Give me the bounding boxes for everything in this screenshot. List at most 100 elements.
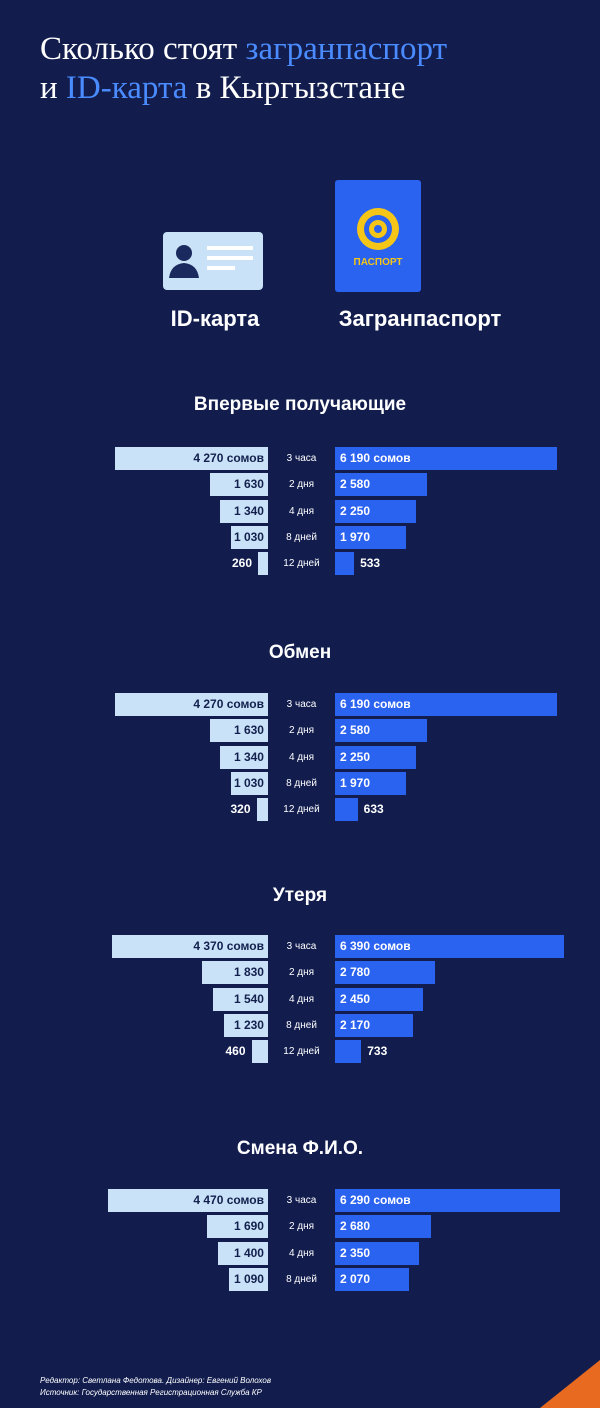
id-card-bar: 1 230 xyxy=(223,1013,268,1037)
duration-label: 8 дней xyxy=(286,777,317,789)
passport-bar: 2 250 xyxy=(335,745,416,769)
passport-bar-label: 2 070 xyxy=(340,1271,371,1286)
passport-bar: 2 780 xyxy=(335,961,435,985)
id-card-bar-label: 1 090 xyxy=(233,1271,264,1286)
passport-bar-label: 2 250 xyxy=(340,749,371,764)
passport-bar: 2 450 xyxy=(335,987,423,1011)
passport-bar: 2 250 xyxy=(335,499,416,523)
page-title: Сколько стоят загранпаспорт и ID-карта в … xyxy=(40,31,448,106)
passport-bar: 733 xyxy=(335,1040,387,1064)
id-card-bar-label: 4 370 сомов xyxy=(193,939,264,953)
duration-label: 8 дней xyxy=(286,1273,317,1285)
duration-label: 2 дня xyxy=(288,967,315,979)
id-card-bar: 1 030 xyxy=(231,771,268,795)
id-card-bar: 1 340 xyxy=(220,499,268,523)
id-card-bar-label: 1 400 xyxy=(233,1245,264,1260)
duration-label: 3 часа xyxy=(286,941,317,952)
passport-bar: 2 580 xyxy=(335,719,428,743)
passport-bar-label: 633 xyxy=(363,802,384,817)
passport-bar-label: 6 290 сомов xyxy=(340,1193,411,1207)
id-card-bar-label: 260 xyxy=(231,556,252,571)
id-card-bar-label: 1 340 xyxy=(233,749,264,764)
id-card-bar-label: 4 470 сомов xyxy=(193,1193,264,1207)
passport-bar: 6 190 сомов xyxy=(335,693,557,716)
id-card-bar-label: 320 xyxy=(230,802,251,817)
duration-label: 12 дней xyxy=(283,1046,320,1058)
footer: Редактор: Светлана Федотова. Дизайнер: Е… xyxy=(40,1375,271,1399)
passport-bar: 2 680 xyxy=(335,1215,431,1239)
passport-bar: 1 970 xyxy=(335,771,406,795)
id-card-bar: 1 690 xyxy=(207,1215,268,1239)
id-card-bar-label: 1 630 xyxy=(233,723,264,738)
source-text: Источник: Государственная Регистрационна… xyxy=(40,1388,262,1397)
passport-bar-label: 6 190 сомов xyxy=(340,697,411,711)
id-card-bar-label: 1 690 xyxy=(233,1219,264,1234)
id-card-bar: 320 xyxy=(231,798,268,822)
passport-bar-label: 6 190 сомов xyxy=(340,451,411,465)
id-card-bar: 4 270 сомов xyxy=(115,693,268,716)
passport-column-label: Загранпаспорт xyxy=(338,306,502,331)
passport-bar: 6 190 сомов xyxy=(335,447,557,470)
id-card-bar-label: 1 030 xyxy=(233,775,264,790)
id-card-bar-label: 1 230 xyxy=(233,1017,264,1032)
passport-bar-label: 2 680 xyxy=(340,1219,371,1234)
duration-label: 3 часа xyxy=(286,1195,317,1206)
id-card-bar: 1 340 xyxy=(220,745,268,769)
passport-bar-label: 2 350 xyxy=(340,1245,371,1260)
passport-bar-label: 2 170 xyxy=(340,1017,371,1032)
passport-bar-label: 733 xyxy=(367,1044,388,1059)
duration-label: 2 дня xyxy=(288,1221,315,1233)
section-title: Утеря xyxy=(272,885,328,906)
id-card-bar-label: 4 270 сомов xyxy=(193,451,264,465)
id-card-icon xyxy=(163,232,263,290)
passport-bar: 633 xyxy=(335,798,384,822)
duration-label: 4 дня xyxy=(288,993,315,1005)
passport-bar-label: 2 450 xyxy=(340,991,371,1006)
passport-bar-label: 533 xyxy=(360,556,381,571)
passport-bar-label: 2 580 xyxy=(340,723,371,738)
id-card-bar: 1 630 xyxy=(209,473,268,497)
id-card-bar: 4 270 сомов xyxy=(115,447,268,470)
sputnik-logo xyxy=(540,1360,600,1408)
id-card-bar: 4 370 сомов xyxy=(111,935,268,958)
id-card-bar-label: 1 030 xyxy=(233,529,264,544)
duration-label: 4 дня xyxy=(288,751,315,763)
id-card-bar: 1 540 xyxy=(212,987,268,1011)
passport-bar: 2 070 xyxy=(335,1267,410,1291)
duration-label: 8 дней xyxy=(286,531,317,543)
duration-label: 3 часа xyxy=(286,453,317,464)
passport-bar: 2 350 xyxy=(335,1241,420,1265)
id-card-bar-label: 1 630 xyxy=(233,477,264,492)
id-card-bar: 1 400 xyxy=(217,1241,268,1265)
id-card-column-label: ID-карта xyxy=(170,306,260,331)
passport-bar: 2 170 xyxy=(335,1013,413,1037)
duration-label: 8 дней xyxy=(286,1019,317,1031)
id-card-bar-label: 1 540 xyxy=(233,991,264,1006)
duration-label: 4 дня xyxy=(288,1247,315,1259)
duration-label: 12 дней xyxy=(283,558,320,570)
passport-bar: 1 970 xyxy=(335,525,406,549)
id-card-bar: 460 xyxy=(226,1040,268,1064)
id-card-bar: 1 090 xyxy=(228,1267,268,1291)
credits-text: Редактор: Светлана Федотова. Дизайнер: Е… xyxy=(40,1376,272,1385)
id-card-bar: 1 830 xyxy=(202,961,268,985)
id-card-bar: 1 630 xyxy=(209,719,268,743)
id-card-bar-label: 460 xyxy=(225,1044,246,1059)
passport-label: ПАСПОРТ xyxy=(354,257,403,268)
passport-bar-label: 6 390 сомов xyxy=(340,939,411,953)
passport-bar: 6 290 сомов xyxy=(335,1189,561,1212)
duration-label: 4 дня xyxy=(288,505,315,517)
passport-bar-label: 2 780 xyxy=(340,965,371,980)
passport-bar: 2 580 xyxy=(335,473,428,497)
id-card-bar-label: 1 830 xyxy=(233,965,264,980)
section-title: Смена Ф.И.О. xyxy=(236,1138,364,1159)
id-card-bar: 1 030 xyxy=(231,525,268,549)
duration-label: 12 дней xyxy=(283,804,320,816)
passport-bar: 533 xyxy=(335,552,380,576)
passport-bar: 6 390 сомов xyxy=(335,935,564,958)
passport-bar-label: 1 970 xyxy=(340,529,371,544)
id-card-bar-label: 1 340 xyxy=(233,503,264,518)
id-card-bar-label: 4 270 сомов xyxy=(193,697,264,711)
id-card-bar: 260 xyxy=(232,552,268,576)
duration-label: 3 часа xyxy=(286,699,317,710)
